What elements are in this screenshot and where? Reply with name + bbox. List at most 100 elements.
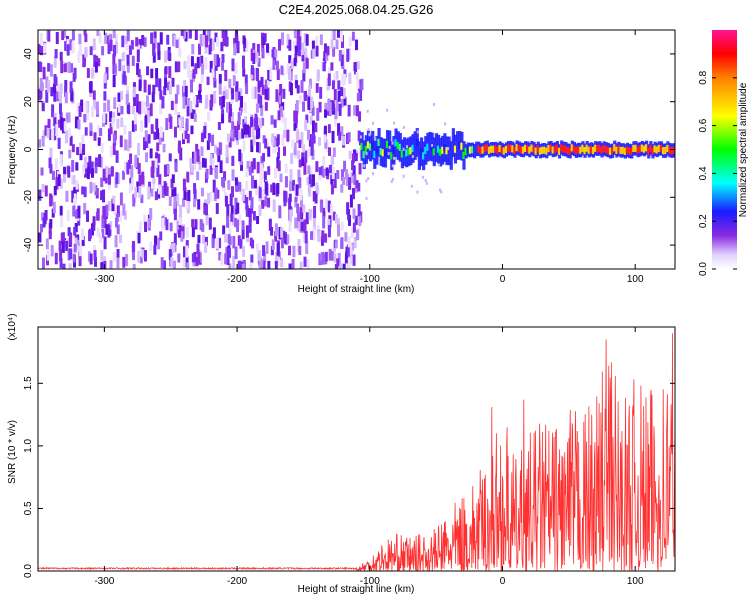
spectrogram-cell [393, 121, 396, 125]
snr-frame [37, 326, 676, 572]
spectrogram-cell [96, 227, 100, 238]
spectrogram-cell [52, 83, 56, 94]
spectrogram-cell [235, 81, 239, 92]
spectrogram-cell [262, 153, 266, 162]
spectrogram-cell [40, 212, 44, 221]
spectrogram-cell [316, 69, 320, 82]
spectrogram-cell [224, 69, 228, 82]
spectrogram-cell [251, 126, 255, 138]
spectrogram-cell [158, 174, 162, 187]
spectrogram-cell [179, 119, 183, 131]
spectrogram-cell [241, 55, 245, 69]
spectrogram-cell [252, 118, 256, 128]
spectrogram-cell [564, 145, 568, 153]
spectrogram-cell [153, 245, 157, 255]
spectrogram-cell [229, 193, 233, 207]
spectrogram-cell [266, 87, 270, 101]
spectrogram-cell [250, 197, 254, 209]
spectrogram-cell [309, 116, 313, 125]
spectrogram-cell [432, 148, 436, 156]
spectrogram-cell [51, 104, 55, 118]
spectrogram-cell [213, 90, 217, 104]
spectrogram-cell [545, 147, 549, 155]
spectrogram-cell [356, 78, 360, 89]
spectrogram-cell [105, 166, 109, 178]
spectrogram-cell [63, 121, 67, 132]
spectrogram-cell [190, 125, 194, 135]
spectrogram-cell [261, 84, 265, 95]
spectrogram-cell [185, 200, 189, 210]
spectrogram-cell [244, 116, 248, 127]
spectrogram-cell [264, 79, 268, 90]
spectrogram-cell [234, 177, 238, 186]
spectrogram-cell [126, 54, 130, 64]
spectrogram-cell [165, 219, 169, 231]
spectrogram-cell [173, 187, 177, 200]
spectrogram-cell [327, 218, 331, 230]
spectrogram-cell [55, 123, 59, 137]
spectrogram-cell [362, 151, 366, 159]
spectrogram-cell [218, 83, 222, 95]
spectrogram-cell [475, 145, 479, 153]
spectrogram-y-tick-label: 20 [23, 96, 34, 108]
spectrogram-cell [261, 117, 265, 126]
spectrogram-cell [340, 86, 344, 97]
spectrogram-cell [262, 260, 266, 269]
spectrogram-cell [252, 135, 256, 146]
spectrogram-cell [38, 43, 42, 54]
chart-title: C2E4.2025.068.04.25.G26 [279, 2, 434, 17]
spectrogram-cell [262, 245, 266, 256]
spectrogram-cell [244, 74, 248, 87]
spectrogram-cell [415, 138, 419, 147]
spectrogram-cell [118, 234, 122, 244]
spectrogram-cell [69, 248, 73, 260]
spectrogram-cell [178, 46, 182, 57]
spectrogram-cell [180, 30, 184, 37]
spectrogram-cell [42, 66, 46, 80]
spectrogram-cell [278, 205, 282, 219]
spectrogram-cell [204, 241, 208, 253]
spectrogram-cell [113, 63, 117, 73]
spectrogram-cell [201, 63, 205, 75]
spectrogram-cell [276, 242, 280, 256]
spectrogram-cell [168, 66, 172, 79]
spectrogram-cell [124, 139, 128, 151]
spectrogram-cell [264, 181, 268, 195]
spectrogram-cell [60, 117, 64, 130]
spectrogram-cell [158, 132, 162, 145]
spectrogram-cell [319, 34, 323, 46]
spectrogram-cell [312, 227, 316, 241]
spectrogram-cell [193, 158, 197, 171]
spectrogram-cell [39, 224, 43, 233]
spectrogram-cell [162, 143, 166, 153]
spectrogram-cell [277, 147, 281, 159]
spectrogram-cell [173, 196, 177, 209]
spectrogram-cell [228, 263, 232, 269]
spectrogram-cell [190, 79, 194, 93]
spectrogram-cell [118, 210, 122, 222]
snr-y-tick-label: 1.5 [23, 376, 34, 390]
spectrogram-cell [209, 153, 213, 165]
spectrogram-cell [114, 34, 118, 48]
spectrogram-cell [234, 197, 238, 209]
spectrogram-cell [385, 140, 390, 149]
spectrogram-cell [235, 128, 239, 141]
spectrogram-cell [144, 101, 148, 115]
spectrogram-cell [303, 41, 307, 51]
spectrogram-cell [231, 169, 235, 181]
spectrogram-cell [335, 71, 339, 80]
spectrogram-cell [260, 32, 264, 46]
spectrogram-cell [107, 43, 111, 55]
spectrogram-cell [86, 167, 90, 180]
spectrogram-cell [160, 257, 164, 269]
spectrogram-cell [195, 143, 199, 155]
spectrogram-cell [64, 85, 68, 97]
spectrogram-cell [305, 114, 309, 124]
spectrogram-cell [257, 80, 261, 89]
snr-y-label: SNR (10 * v/v) [7, 420, 18, 484]
spectrogram-cell [458, 141, 462, 149]
spectrogram-cell [211, 68, 215, 78]
spectrogram-cell [92, 216, 96, 226]
spectrogram-cell [256, 43, 260, 56]
spectrogram-cell [221, 61, 225, 71]
